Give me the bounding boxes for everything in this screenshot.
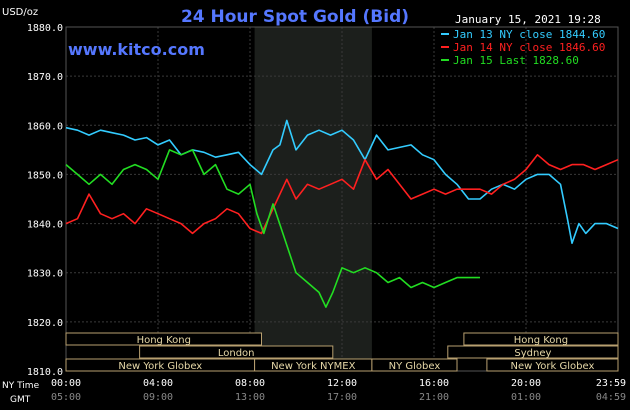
grid bbox=[65, 26, 619, 372]
session-label: New York NYMEX bbox=[271, 361, 356, 372]
y-tick-labels: 1880.0 1870.0 1860.0 1850.0 1840.0 1830.0 1820… bbox=[27, 23, 63, 378]
x-tick-labels: 00:00 04:00 08:00 12:00 16:00 20:00 23:59 05:00… bbox=[51, 378, 626, 403]
x-tick-label-gmt: 09:00 bbox=[143, 392, 173, 403]
session-bar bbox=[447, 345, 619, 359]
y-tick-label: 1810.0 bbox=[27, 367, 63, 378]
session-label: New York Globex bbox=[511, 361, 595, 372]
y-axis-label: USD/oz bbox=[2, 7, 38, 18]
x-tick-label-ny: 08:00 bbox=[235, 378, 265, 389]
x-tick-label-gmt: 01:00 bbox=[511, 392, 541, 403]
x-tick-label-gmt: 17:00 bbox=[327, 392, 357, 403]
legend-entry: Jan 13 NY close 1844.60 bbox=[453, 28, 605, 41]
x-tick-label-gmt: 05:00 bbox=[51, 392, 81, 403]
legend-entry: Jan 15 Last 1828.60 bbox=[453, 54, 579, 67]
y-tick-label: 1820.0 bbox=[27, 318, 63, 329]
x-axis-row-label-ny: NY Time bbox=[2, 381, 40, 391]
chart-title: 24 Hour Spot Gold (Bid) bbox=[181, 7, 409, 27]
y-tick-label: 1860.0 bbox=[27, 121, 63, 132]
session-label: Sydney bbox=[514, 348, 551, 359]
session-label: London bbox=[218, 348, 255, 359]
y-tick-label: 1850.0 bbox=[27, 170, 63, 181]
y-tick-label: 1830.0 bbox=[27, 269, 63, 280]
x-tick-label-ny: 23:59 bbox=[596, 378, 626, 389]
x-tick-label-ny: 16:00 bbox=[419, 378, 449, 389]
y-tick-label: 1840.0 bbox=[27, 220, 63, 231]
x-tick-label-gmt: 04:59 bbox=[596, 392, 626, 403]
chart-timestamp: January 15, 2021 19:28 bbox=[455, 13, 601, 26]
series-line bbox=[65, 154, 619, 235]
session-bar bbox=[371, 358, 458, 372]
x-tick-label-gmt: 21:00 bbox=[419, 392, 449, 403]
session-label: New York Globex bbox=[118, 361, 202, 372]
session-label: Hong Kong bbox=[514, 335, 568, 346]
x-tick-label-ny: 00:00 bbox=[51, 378, 81, 389]
session-bar bbox=[486, 358, 619, 372]
x-tick-label-ny: 20:00 bbox=[511, 378, 541, 389]
y-tick-label: 1880.0 bbox=[27, 23, 63, 34]
session-bar bbox=[463, 332, 619, 346]
trading-sessions: Hong Kong Hong Kong London Sydney New York G… bbox=[65, 332, 619, 372]
price-series bbox=[65, 119, 619, 308]
x-tick-label-ny: 12:00 bbox=[327, 378, 357, 389]
session-bar bbox=[65, 332, 262, 346]
session-label: NY Globex bbox=[389, 361, 441, 372]
x-axis-row-label-gmt: GMT bbox=[10, 395, 31, 405]
session-bar bbox=[139, 345, 334, 359]
series-line bbox=[65, 149, 480, 308]
x-tick-label-gmt: 13:00 bbox=[235, 392, 265, 403]
watermark-url: www.kitco.com bbox=[68, 40, 205, 59]
x-tick-label-ny: 04:00 bbox=[143, 378, 173, 389]
series-line bbox=[65, 119, 619, 244]
session-label: Hong Kong bbox=[137, 335, 191, 346]
nymex-shaded-region bbox=[254, 27, 372, 371]
y-tick-label: 1870.0 bbox=[27, 72, 63, 83]
legend-entry: Jan 14 NY close 1846.60 bbox=[453, 41, 605, 54]
